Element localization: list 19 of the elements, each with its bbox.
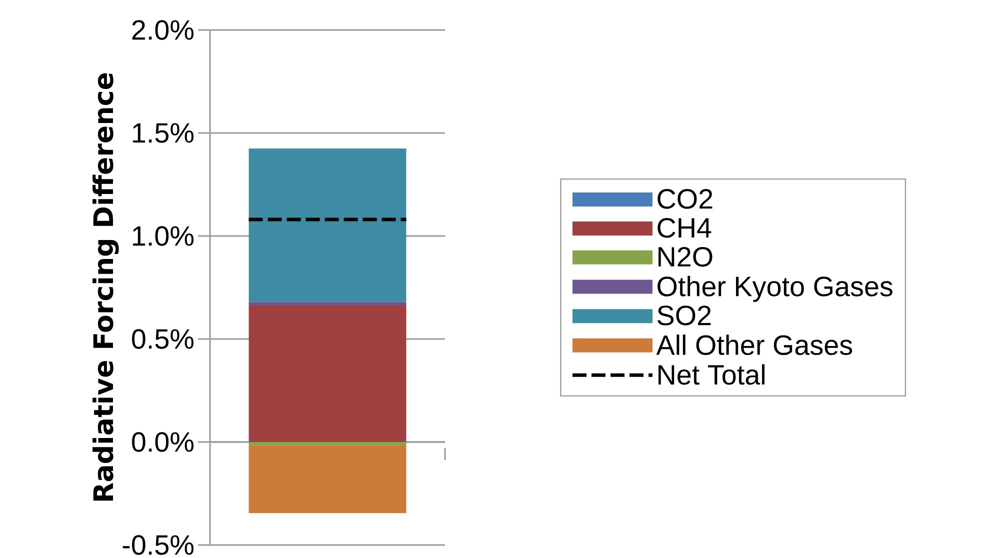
bar [248, 444, 406, 513]
bar [248, 304, 406, 442]
y-tick-label: 1.0% [133, 226, 194, 246]
legend-label: Net Total [658, 364, 764, 385]
y-axis-title: Radiative Forcing Difference [92, 73, 119, 500]
y-tick-label: 1.5% [133, 123, 194, 143]
y-tick-label: 0.5% [132, 329, 194, 349]
bar [248, 442, 406, 445]
legend-label: Other Kyoto Gases [658, 276, 892, 302]
y-tick-label: 2.0% [132, 20, 194, 40]
legend-label: CO2 [658, 188, 712, 209]
legend-label: SO2 [658, 306, 711, 326]
bar [248, 148, 406, 302]
y-tick-label: -0.5% [122, 535, 194, 555]
legend-label: CH4 [658, 218, 712, 238]
legend-label: All Other Gases [656, 334, 852, 355]
legend-label: N2O [658, 246, 712, 267]
bar [248, 302, 406, 305]
y-tick-label: 0.0% [132, 432, 194, 452]
